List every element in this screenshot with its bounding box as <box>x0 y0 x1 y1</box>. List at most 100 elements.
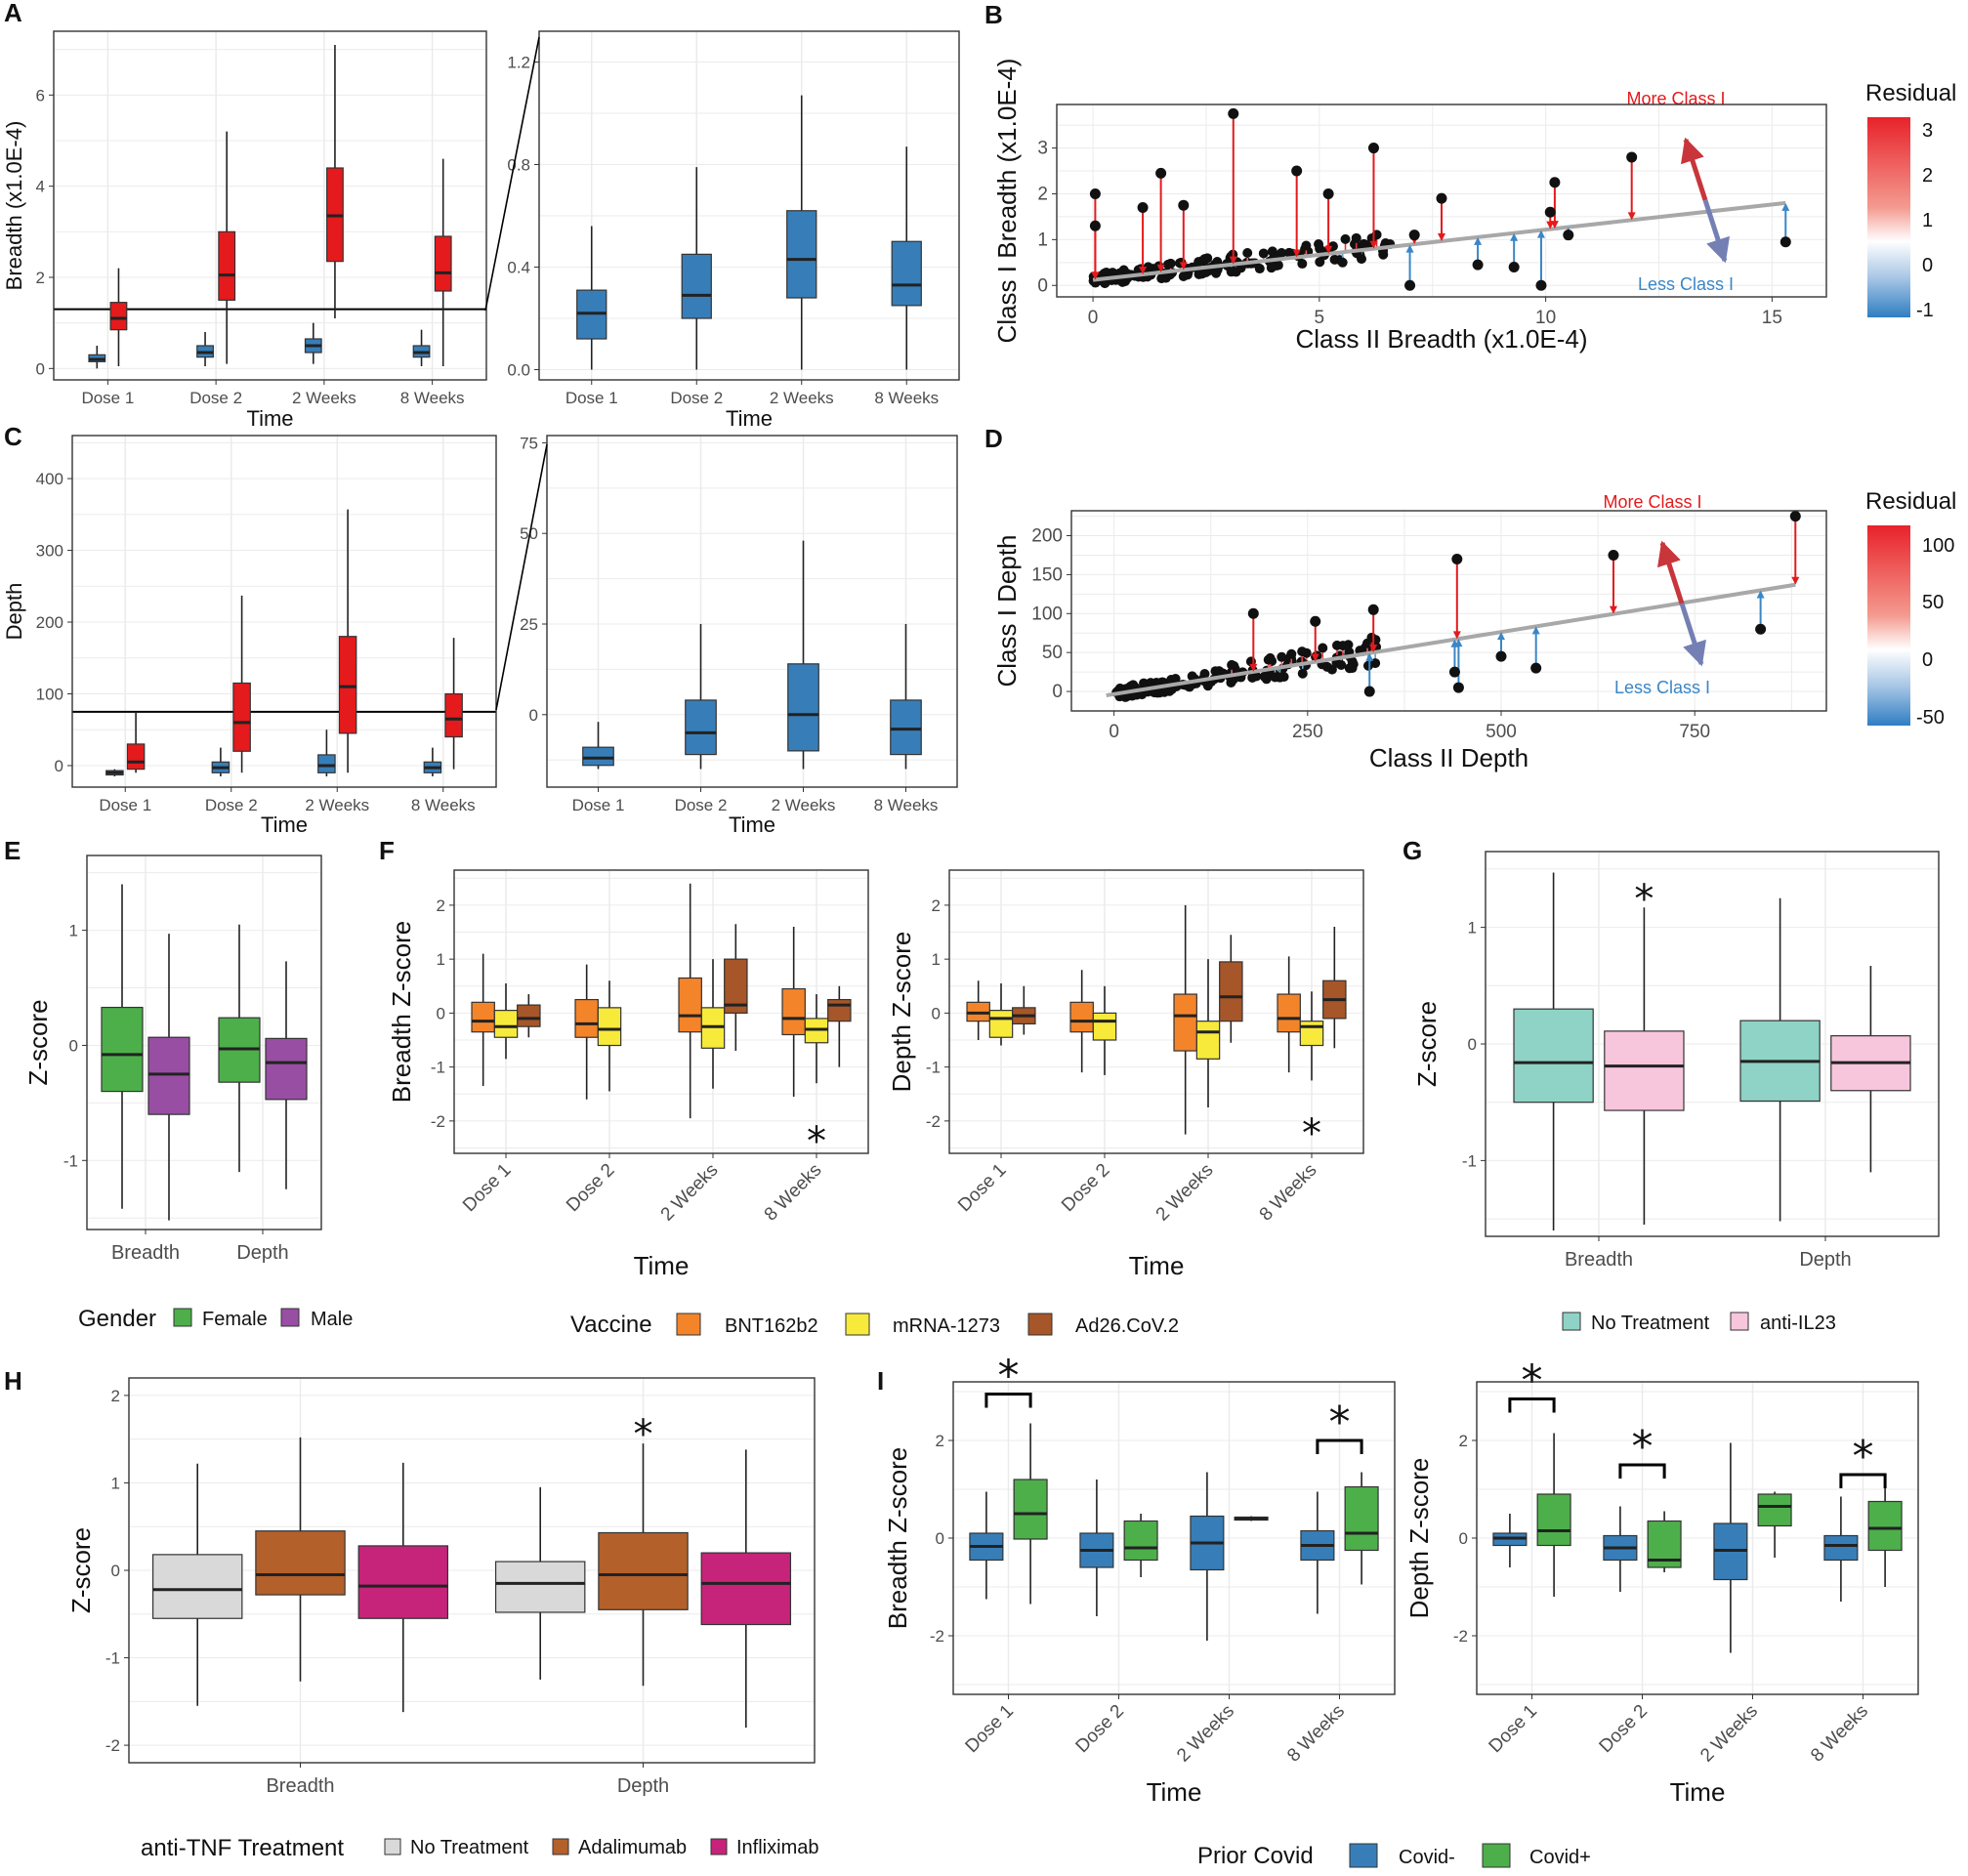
arrow-head <box>1369 645 1378 653</box>
significance-star: * <box>1302 1111 1321 1156</box>
data-point <box>1436 192 1447 204</box>
y-tick-label: 6 <box>36 86 45 104</box>
arrow-head <box>1531 626 1540 635</box>
box-mrna-1273 <box>988 1010 1014 1038</box>
box-high <box>444 692 463 738</box>
legend-title: Prior Covid <box>1197 1843 1314 1869</box>
residual-legend-title: Residual <box>1865 488 1956 515</box>
y-tick-label: 1 <box>1468 919 1477 938</box>
data-point <box>1780 236 1791 248</box>
legend-key-anti-il23 <box>1730 1312 1749 1331</box>
box-male <box>147 1036 190 1115</box>
panel-label-g: G <box>1403 836 1422 865</box>
plot-background <box>539 31 959 380</box>
y-tick-label: 4 <box>36 178 45 196</box>
y-tick-label: 0 <box>1052 682 1063 702</box>
box-high <box>434 235 452 292</box>
x-tick-label: Dose 1 <box>99 796 151 814</box>
box-high <box>109 302 128 331</box>
y-axis-title: Z-score <box>23 999 53 1085</box>
x-tick-label: Dose 1 <box>954 1160 1010 1216</box>
residual-legend-title: Residual <box>1865 80 1956 106</box>
data-point <box>1337 641 1348 651</box>
arrow-head <box>1452 631 1461 640</box>
y-tick-label: 2 <box>1459 1432 1468 1450</box>
data-point <box>1165 258 1176 269</box>
regression-line <box>1092 200 1786 282</box>
y-axis-title: Depth Z-score <box>1404 1458 1434 1619</box>
box-high <box>232 682 251 752</box>
x-tick-label: Dose 1 <box>962 1701 1018 1757</box>
box-high <box>218 230 236 301</box>
data-point <box>1535 279 1547 291</box>
legend-il23: No Treatment anti-IL23 <box>1562 1312 1836 1334</box>
data-point <box>1530 662 1542 674</box>
data-point <box>1301 240 1312 251</box>
y-tick-label: 100 <box>1031 604 1063 624</box>
data-point <box>1351 232 1361 243</box>
plot-frame <box>453 869 869 1154</box>
data-point <box>1363 686 1375 697</box>
x-tick-label: 10 <box>1535 308 1556 328</box>
residual-colorbar <box>1867 525 1910 726</box>
y-tick-label: 25 <box>520 615 538 634</box>
y-tick-label: 1 <box>1037 229 1048 250</box>
x-axis-title: Class II Depth <box>1369 743 1528 772</box>
data-point <box>1336 659 1347 670</box>
box-low <box>891 240 922 307</box>
data-point <box>1228 107 1239 119</box>
legend-label: Male <box>311 1309 353 1330</box>
legend-label: No Treatment <box>410 1837 529 1858</box>
box-covid- <box>1123 1520 1158 1562</box>
plot-frame <box>538 30 960 381</box>
plot-frame <box>128 1377 816 1764</box>
data-point <box>1297 668 1308 679</box>
data-point <box>1789 511 1801 522</box>
legend-label: anti-IL23 <box>1760 1313 1836 1334</box>
data-point <box>1347 656 1358 667</box>
arrow-head <box>1229 256 1237 265</box>
zoom-connector-a <box>484 36 540 312</box>
arrow-head <box>1536 229 1545 238</box>
data-point <box>1315 257 1325 268</box>
x-tick-label: 2 Weeks <box>1173 1701 1238 1767</box>
legend-label: Ad26.CoV.2 <box>1075 1315 1179 1337</box>
data-point <box>1267 246 1277 257</box>
y-tick-label: 75 <box>520 434 538 452</box>
x-tick-label: Dose 2 <box>1058 1160 1113 1216</box>
y-tick-label: 0 <box>55 757 63 775</box>
box-covid- <box>1344 1485 1379 1552</box>
y-axis-title: Depth <box>2 583 26 641</box>
data-point <box>1495 650 1507 662</box>
y-tick-label: 400 <box>36 470 63 488</box>
legend-title: Vaccine <box>570 1312 652 1338</box>
x-tick-label: 8 Weeks <box>400 389 465 407</box>
box-covid- <box>1536 1493 1571 1547</box>
y-tick-label: 2 <box>936 1432 944 1450</box>
data-point <box>1451 553 1463 564</box>
data-point <box>1277 248 1287 259</box>
box-covid- <box>1823 1534 1859 1562</box>
box-no-treatment <box>1513 1008 1594 1104</box>
data-point <box>1340 233 1351 244</box>
x-tick-label: Dose 1 <box>1486 1701 1541 1757</box>
data-point <box>1608 549 1619 561</box>
box-infliximab <box>700 1552 792 1626</box>
significance-star: * <box>1329 1397 1351 1447</box>
data-point <box>1227 659 1237 670</box>
data-point <box>1178 199 1190 211</box>
box-infliximab <box>357 1545 449 1619</box>
arrow-head <box>1474 236 1483 245</box>
panel-label-f: F <box>379 836 395 865</box>
arrow-head <box>1781 202 1790 211</box>
y-tick-label: 200 <box>36 613 63 632</box>
arrow-head <box>1369 240 1378 249</box>
y-tick-label: 0.0 <box>507 361 530 380</box>
plot-frame <box>71 435 497 788</box>
residual-tick: 3 <box>1922 120 1933 142</box>
x-axis-title: Time <box>1129 1251 1185 1280</box>
y-tick-label: 3 <box>1037 139 1048 159</box>
legend-key-no-treatment <box>1562 1312 1581 1331</box>
arrow-head <box>1292 249 1301 258</box>
